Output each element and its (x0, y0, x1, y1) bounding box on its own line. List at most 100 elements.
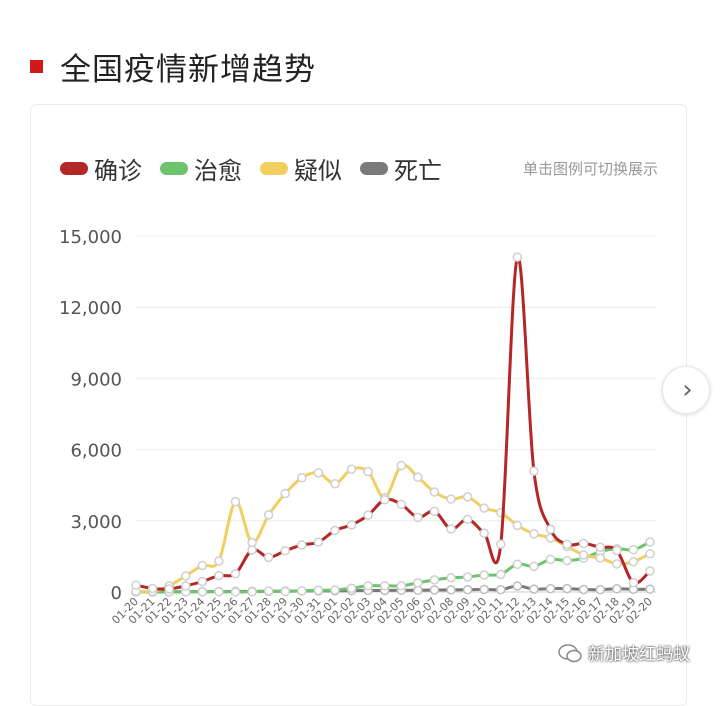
data-point-recovered (645, 537, 655, 547)
data-point-suspected (180, 571, 191, 581)
data-point-suspected (263, 510, 274, 520)
legend-item-recovered[interactable]: 治愈 (160, 151, 242, 186)
data-point-deaths (462, 584, 473, 595)
line-chart: 03,0006,0009,00012,00015,00001-2001-2101… (59, 227, 656, 627)
watermark: 新加坡红蚂蚁 (558, 640, 690, 665)
data-point-recovered (247, 587, 257, 597)
data-point-suspected (214, 556, 224, 566)
series-line-confirmed (135, 255, 652, 591)
legend-label-recovered: 治愈 (194, 156, 242, 185)
legend-swatch-confirmed (60, 161, 88, 175)
data-point-recovered (496, 569, 506, 580)
data-point-deaths (512, 581, 523, 591)
legend-item-confirmed[interactable]: 确诊 (60, 151, 142, 186)
data-point-recovered (479, 570, 489, 580)
data-point-recovered (197, 587, 208, 597)
data-point-suspected (595, 553, 606, 563)
data-point-confirmed (197, 576, 208, 587)
data-point-suspected (413, 472, 423, 483)
data-point-suspected (363, 466, 373, 477)
data-point-confirmed (247, 545, 257, 555)
data-point-confirmed (562, 539, 572, 550)
y-tick-label: 0 (111, 583, 122, 604)
data-point-recovered (462, 572, 473, 582)
data-point-confirmed (330, 525, 340, 536)
data-point-recovered (429, 575, 440, 585)
data-point-confirmed (512, 252, 523, 262)
data-point-suspected (462, 492, 473, 502)
data-point-confirmed (413, 512, 423, 523)
data-point-confirmed (280, 546, 290, 556)
data-point-confirmed (313, 537, 324, 547)
y-tick-label: 9,000 (70, 369, 122, 390)
data-point-suspected (197, 560, 208, 571)
legend-label-confirmed: 确诊 (94, 156, 142, 185)
data-point-confirmed (230, 568, 241, 579)
data-point-suspected (645, 548, 655, 559)
legend-label-deaths: 死亡 (394, 156, 442, 185)
data-point-confirmed (429, 506, 440, 517)
data-point-recovered (346, 583, 357, 594)
data-point-confirmed (363, 510, 373, 520)
data-point-suspected (429, 487, 440, 497)
y-tick-label: 15,000 (59, 227, 122, 248)
data-point-recovered (379, 581, 390, 591)
data-point-recovered (396, 581, 407, 591)
series-line-suspected (135, 463, 651, 594)
data-point-recovered (529, 561, 539, 572)
data-point-suspected (280, 488, 290, 499)
data-point-confirmed (628, 577, 639, 588)
data-point-confirmed (462, 514, 473, 525)
data-point-deaths (529, 584, 539, 594)
legend-swatch-deaths (360, 161, 388, 175)
data-point-suspected (230, 496, 241, 507)
data-point-deaths (496, 584, 506, 595)
data-point-confirmed (379, 494, 390, 505)
data-point-confirmed (529, 466, 539, 476)
data-point-deaths (446, 585, 456, 595)
data-point-suspected (346, 464, 357, 474)
legend-item-deaths[interactable]: 死亡 (360, 151, 442, 186)
data-point-suspected (628, 556, 639, 567)
data-point-confirmed (446, 524, 456, 534)
data-point-deaths (595, 584, 606, 595)
data-point-recovered (263, 586, 274, 596)
data-point-suspected (396, 460, 407, 471)
data-point-recovered (363, 581, 373, 591)
data-point-recovered (313, 585, 324, 596)
data-point-suspected (512, 520, 523, 531)
legend-swatch-suspected (260, 161, 288, 175)
data-point-confirmed (180, 581, 191, 591)
data-point-confirmed (545, 524, 556, 535)
data-point-confirmed (164, 584, 174, 594)
data-point-confirmed (612, 545, 622, 556)
data-point-confirmed (263, 552, 274, 563)
header: 全国疫情新增趋势 (0, 0, 720, 100)
data-point-deaths (578, 584, 589, 595)
data-point-confirmed (147, 583, 158, 594)
wechat-bubble-icon (558, 643, 582, 662)
data-point-deaths (612, 584, 622, 594)
data-point-recovered (413, 578, 423, 588)
data-point-confirmed (496, 539, 506, 549)
data-point-recovered (214, 586, 224, 597)
watermark-text: 新加坡红蚂蚁 (588, 645, 690, 665)
data-point-suspected (612, 559, 622, 569)
data-point-suspected (330, 478, 340, 489)
data-point-confirmed (645, 566, 655, 576)
data-point-deaths (545, 583, 556, 594)
data-point-recovered (545, 554, 556, 565)
title-marker (30, 60, 43, 73)
data-point-confirmed (578, 538, 589, 549)
data-point-confirmed (396, 499, 407, 510)
next-chart-button[interactable]: › (662, 366, 710, 414)
data-point-suspected (479, 503, 489, 513)
data-point-recovered (330, 585, 340, 595)
data-point-recovered (628, 545, 639, 555)
data-point-confirmed (214, 570, 224, 581)
data-point-suspected (446, 494, 456, 504)
data-point-recovered (230, 587, 241, 597)
legend-item-suspected[interactable]: 疑似 (260, 151, 342, 186)
page-title: 全国疫情新增趋势 (60, 52, 316, 88)
data-point-suspected (313, 468, 324, 478)
